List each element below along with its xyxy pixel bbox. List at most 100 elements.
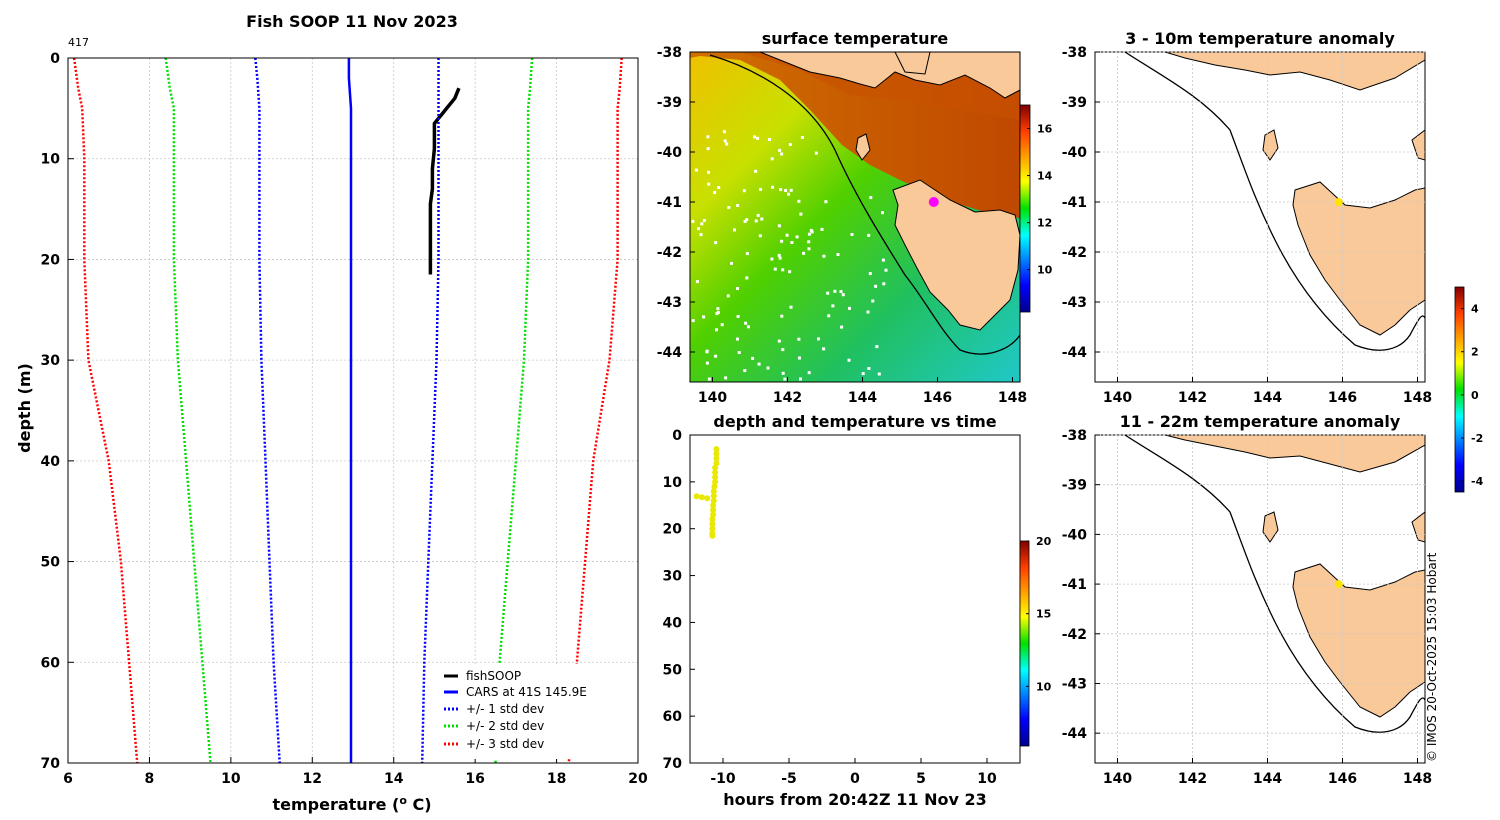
sst-missing-pixel bbox=[799, 377, 802, 381]
sst-missing-pixel bbox=[723, 139, 727, 143]
sst-missing-pixel bbox=[778, 148, 782, 152]
dt-ytick-label: 60 bbox=[663, 709, 683, 725]
std3-low-line bbox=[72, 57, 139, 764]
sst-missing-pixel bbox=[753, 135, 756, 139]
dt-ytick-label: 30 bbox=[663, 569, 683, 585]
sst-missing-pixel bbox=[736, 287, 739, 290]
dt-xlabel: hours from 20:42Z 11 Nov 23 bbox=[723, 790, 986, 809]
anom2-xtick-label: 146 bbox=[1328, 771, 1357, 787]
anom1-ytick-label: -44 bbox=[1062, 345, 1088, 361]
sst-missing-pixel bbox=[868, 272, 872, 276]
sst-colorbar-tick-label: 14 bbox=[1037, 170, 1053, 183]
sst-missing-pixel bbox=[716, 311, 720, 314]
sst-missing-pixel bbox=[850, 233, 854, 236]
sst-missing-pixel bbox=[737, 351, 741, 354]
anom2-land-king-island bbox=[1262, 511, 1279, 543]
profile-ytick-label: 20 bbox=[41, 252, 61, 268]
profile-ytick-label: 10 bbox=[41, 152, 61, 168]
sst-missing-pixel bbox=[702, 315, 706, 319]
dt-point bbox=[709, 525, 716, 532]
anom2-ticks: 140 142 144 146 148 -38 -39 -40 -41 -42 -43 -44 bbox=[1062, 428, 1432, 787]
anom1-land-victoria bbox=[1164, 52, 1425, 91]
sst-missing-pixel bbox=[770, 157, 774, 161]
sst-missing-pixel bbox=[699, 233, 703, 237]
dt-point bbox=[710, 502, 717, 509]
sst-missing-pixel bbox=[882, 282, 886, 286]
sst-missing-pixel bbox=[820, 227, 824, 231]
profile-xtick-label: 14 bbox=[384, 771, 404, 787]
sst-missing-pixel bbox=[745, 252, 749, 256]
sst-missing-pixel bbox=[714, 354, 718, 358]
anom1-xtick-label: 140 bbox=[1103, 390, 1132, 406]
sst-missing-pixel bbox=[785, 233, 789, 237]
sst-missing-pixel bbox=[773, 267, 777, 271]
std1-low-line bbox=[254, 57, 281, 764]
sst-colorbar bbox=[1019, 104, 1031, 313]
anomaly-colorbar-tick-label: 0 bbox=[1471, 389, 1479, 402]
sst-missing-pixel bbox=[700, 222, 704, 226]
sst-missing-pixel bbox=[727, 206, 731, 209]
dt-xtick-label: 5 bbox=[916, 771, 926, 787]
sst-missing-pixel bbox=[714, 241, 718, 245]
profile-xtick-label: 16 bbox=[465, 771, 484, 787]
dt-point bbox=[712, 478, 719, 485]
sst-missing-pixel bbox=[809, 228, 813, 232]
sst-xtick-label: 148 bbox=[998, 390, 1027, 406]
std3-high-line bbox=[567, 57, 623, 764]
dt-point bbox=[710, 488, 717, 495]
profile-lines bbox=[72, 57, 623, 764]
dt-point bbox=[712, 469, 719, 476]
sst-missing-pixel bbox=[827, 314, 831, 318]
sst-missing-pixel bbox=[770, 257, 774, 261]
sst-missing-pixel bbox=[798, 356, 801, 360]
sst-missing-pixel bbox=[802, 251, 806, 255]
sst-missing-pixel bbox=[877, 372, 881, 376]
profile-xtick-label: 20 bbox=[628, 771, 648, 787]
anom2-ytick-label: -39 bbox=[1062, 478, 1087, 494]
sst-colorbar-tick-label: 10 bbox=[1037, 264, 1053, 277]
dt-point bbox=[713, 450, 720, 457]
dt-point bbox=[712, 474, 719, 481]
sst-xtick-label: 144 bbox=[848, 390, 877, 406]
sst-ytick-label: -39 bbox=[657, 95, 682, 111]
profile-ytick-label: 50 bbox=[41, 555, 61, 571]
anomaly-colorbar-ticks: 4 2 0 -2 -4 bbox=[1461, 303, 1484, 488]
sst-missing-pixel bbox=[807, 232, 811, 236]
sst-missing-pixel bbox=[768, 138, 771, 141]
dt-colorbar-ticks: 20 15 10 bbox=[1026, 535, 1052, 693]
dt-point bbox=[709, 516, 716, 523]
anom1-xtick-label: 142 bbox=[1178, 390, 1207, 406]
sst-missing-pixel bbox=[697, 227, 700, 231]
dt-colorbar bbox=[1019, 540, 1030, 747]
sst-missing-pixel bbox=[788, 270, 792, 274]
sst-missing-pixel bbox=[840, 325, 844, 329]
anom2-xtick-label: 142 bbox=[1178, 771, 1207, 787]
sst-missing-pixel bbox=[745, 276, 749, 280]
dt-point bbox=[713, 455, 720, 462]
legend-fishsoop: fishSOOP bbox=[466, 669, 521, 683]
anom2-ytick-label: -41 bbox=[1062, 577, 1087, 593]
sst-missing-pixel bbox=[724, 376, 728, 380]
anom1-xtick-label: 148 bbox=[1403, 390, 1432, 406]
sst-missing-pixel bbox=[807, 371, 811, 375]
anom1-xtick-label: 146 bbox=[1328, 390, 1357, 406]
sst-missing-pixel bbox=[706, 135, 710, 139]
sst-missing-pixel bbox=[780, 152, 784, 156]
anom2-grid bbox=[1095, 434, 1425, 763]
anom2-ytick-label: -44 bbox=[1062, 726, 1088, 742]
std2-high-line bbox=[494, 57, 534, 764]
sst-missing-pixel bbox=[822, 347, 826, 351]
sst-xtick-label: 142 bbox=[773, 390, 802, 406]
sst-ytick-label: -42 bbox=[657, 245, 682, 261]
sst-ytick-label: -44 bbox=[657, 345, 683, 361]
sst-missing-pixel bbox=[725, 142, 729, 146]
sst-missing-pixel bbox=[722, 130, 726, 134]
sst-missing-pixel bbox=[783, 377, 787, 381]
sst-missing-pixel bbox=[707, 377, 711, 381]
anom2-isobath bbox=[1124, 435, 1425, 733]
sst-missing-pixel bbox=[715, 328, 718, 332]
sst-missing-pixel bbox=[781, 348, 785, 352]
sst-missing-pixel bbox=[861, 372, 865, 376]
std2-low-line bbox=[164, 57, 212, 764]
sst-missing-pixel bbox=[817, 337, 820, 341]
